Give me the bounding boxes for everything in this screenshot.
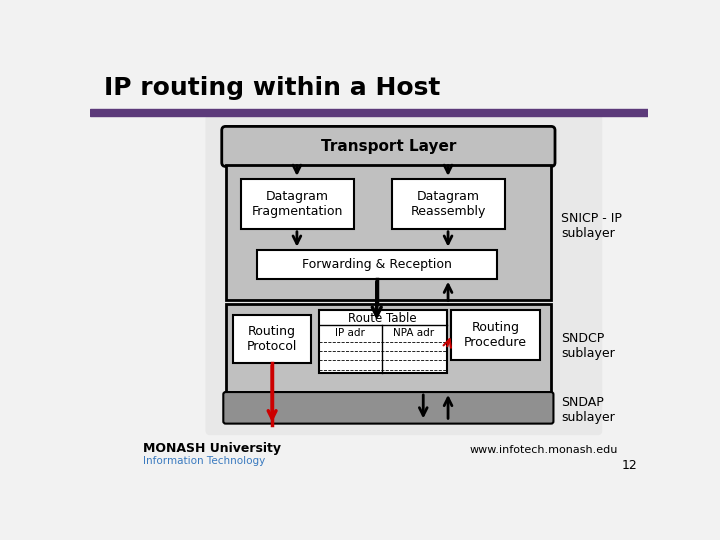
Text: NPA adr: NPA adr bbox=[393, 328, 434, 338]
Text: SNDAP
sublayer: SNDAP sublayer bbox=[561, 396, 615, 424]
Bar bbox=[241, 179, 354, 229]
Bar bbox=[451, 309, 540, 360]
Text: IP adr: IP adr bbox=[336, 328, 365, 338]
Bar bbox=[392, 179, 505, 229]
Bar bbox=[90, 110, 648, 117]
Text: Routing
Procedure: Routing Procedure bbox=[464, 321, 527, 349]
Text: Datagram
Reassembly: Datagram Reassembly bbox=[410, 190, 486, 218]
Text: SNDCP
sublayer: SNDCP sublayer bbox=[561, 332, 615, 360]
Text: Information Technology: Information Technology bbox=[143, 456, 265, 465]
FancyBboxPatch shape bbox=[222, 126, 555, 166]
FancyBboxPatch shape bbox=[205, 114, 602, 435]
Text: Route Table: Route Table bbox=[348, 312, 417, 325]
Text: www.infotech.monash.edu: www.infotech.monash.edu bbox=[469, 445, 618, 455]
Bar bbox=[225, 165, 551, 300]
Text: 12: 12 bbox=[621, 458, 637, 472]
Text: Transport Layer: Transport Layer bbox=[320, 139, 456, 154]
Text: MONASH University: MONASH University bbox=[143, 442, 281, 455]
Text: Routing
Protocol: Routing Protocol bbox=[247, 325, 297, 353]
Bar bbox=[319, 309, 446, 373]
Text: SNICP - IP
sublayer: SNICP - IP sublayer bbox=[561, 213, 622, 240]
Text: Forwarding & Reception: Forwarding & Reception bbox=[302, 258, 451, 271]
Bar bbox=[225, 303, 551, 392]
Bar bbox=[256, 249, 497, 279]
Text: Datagram
Fragmentation: Datagram Fragmentation bbox=[251, 190, 343, 218]
Text: IP routing within a Host: IP routing within a Host bbox=[104, 76, 441, 100]
FancyBboxPatch shape bbox=[223, 392, 554, 423]
Bar bbox=[233, 315, 311, 363]
